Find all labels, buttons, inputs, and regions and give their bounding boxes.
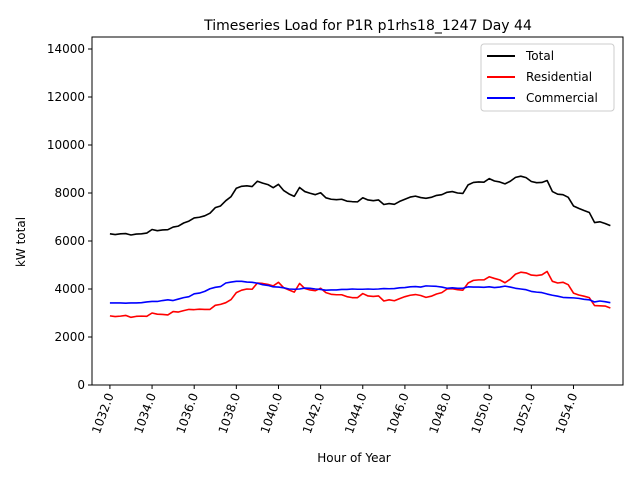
x-axis-label: Hour of Year: [317, 451, 391, 465]
legend-box: [480, 43, 615, 112]
y-tick-label: 10000: [47, 138, 85, 152]
legend: Total Residential Commercial: [480, 43, 615, 112]
series-line-total: [109, 175, 611, 236]
chart-title: Timeseries Load for P1R p1rhs18_1247 Day…: [203, 18, 532, 34]
y-tick-label: 0: [77, 378, 85, 392]
y-axis-label: kW total: [14, 217, 28, 267]
y-tick-label: 12000: [47, 90, 85, 104]
series-line-commercial: [109, 280, 611, 304]
legend-label-total: Total: [525, 49, 554, 63]
series-lines: [109, 175, 611, 319]
y-tick-label: 2000: [54, 330, 85, 344]
series-line-residential: [109, 270, 611, 319]
y-tick-label: 14000: [47, 42, 85, 56]
plot-frame: [91, 36, 624, 386]
y-tick-label: 6000: [54, 234, 85, 248]
legend-label-commercial: Commercial: [526, 91, 598, 105]
y-axis-ticks: 0 2000 4000 6000 8000 10000 12000 14000: [47, 42, 92, 392]
y-tick-label: 4000: [54, 282, 85, 296]
y-tick-label: 8000: [54, 186, 85, 200]
legend-label-residential: Residential: [526, 70, 592, 84]
